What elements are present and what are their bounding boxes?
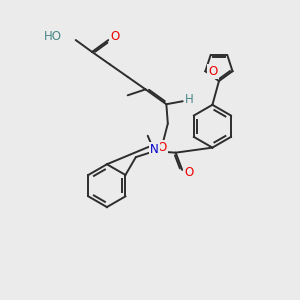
Text: O: O — [110, 30, 120, 43]
Text: O: O — [184, 166, 194, 179]
Text: HO: HO — [44, 30, 62, 43]
Text: H: H — [185, 93, 194, 106]
Text: N: N — [150, 143, 159, 156]
Text: O: O — [208, 65, 218, 78]
Text: O: O — [157, 141, 167, 154]
